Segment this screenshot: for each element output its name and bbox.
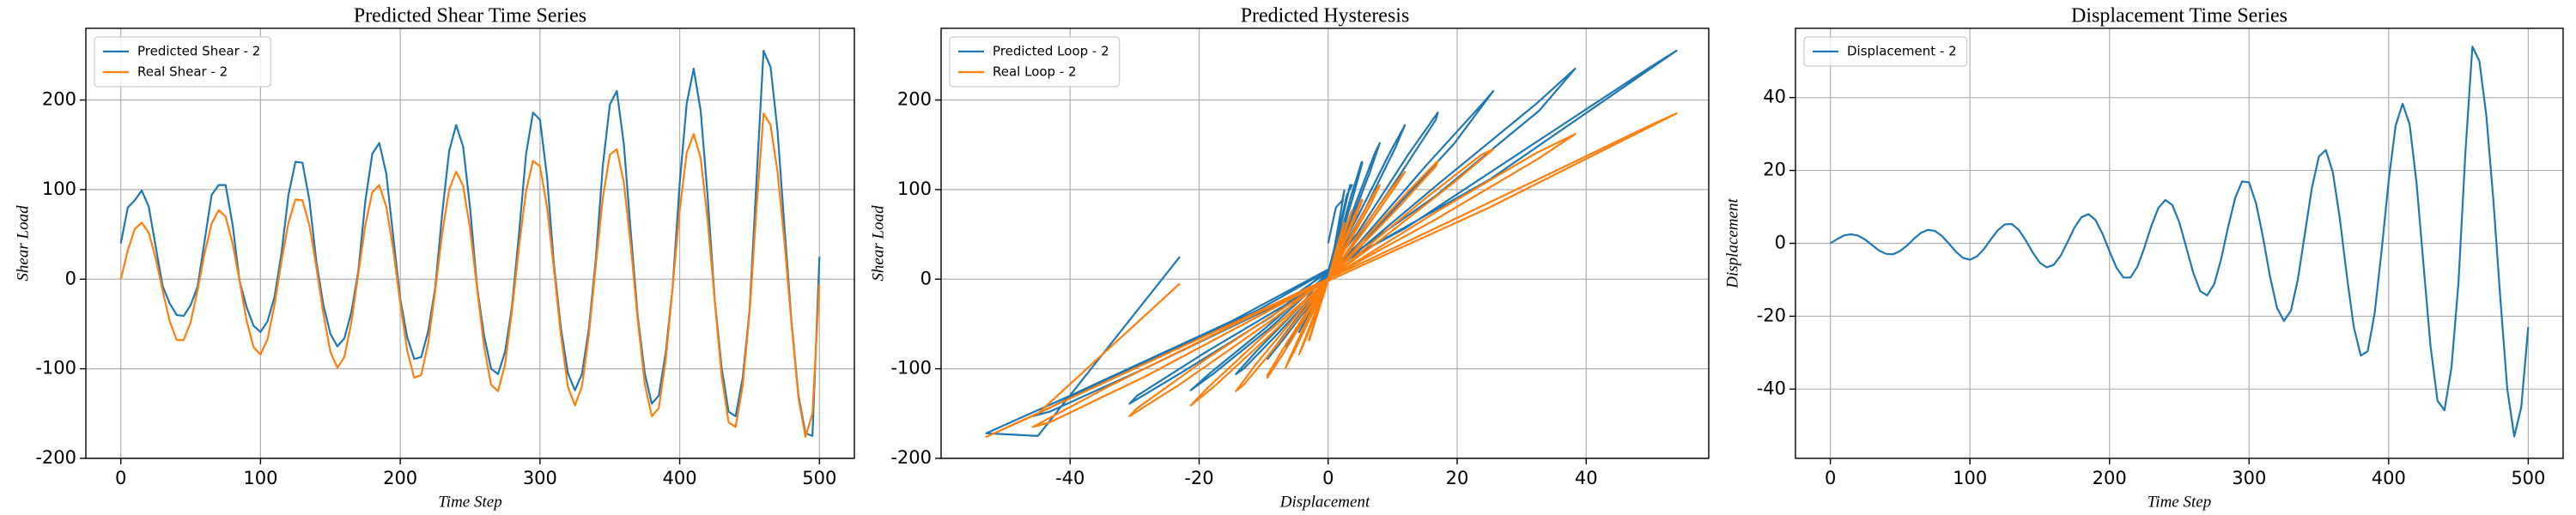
x-tick-label: 200 <box>383 468 417 488</box>
y-axis-label: Shear Load <box>14 205 32 282</box>
legend-label: Displacement - 2 <box>1847 44 1957 59</box>
x-tick-label: 400 <box>2372 468 2406 488</box>
legend: Displacement - 2 <box>1803 36 1968 67</box>
x-axis-label: Displacement <box>1279 493 1370 511</box>
legend-box <box>949 36 1121 88</box>
x-tick-label: 20 <box>1446 468 1469 488</box>
y-tick-label: -40 <box>1757 378 1786 398</box>
chart-title: Predicted Hysteresis <box>1241 5 1410 27</box>
chart-title: Displacement Time Series <box>2071 5 2287 27</box>
x-tick-label: 300 <box>523 468 557 488</box>
axes-frame <box>1795 27 2564 459</box>
plot-area <box>941 28 1709 458</box>
y-tick-label: -100 <box>890 358 932 379</box>
y-axis-label: Displacement <box>1723 198 1741 289</box>
y-tick-label: 100 <box>897 179 932 199</box>
x-tick-label: 40 <box>1575 468 1598 488</box>
y-tick-label: 0 <box>65 268 76 288</box>
x-tick-label: 500 <box>802 468 836 488</box>
x-tick-label: 400 <box>663 468 697 488</box>
x-tick-label: 100 <box>243 468 277 488</box>
x-tick-label: 100 <box>1953 468 1987 488</box>
y-tick-label: 0 <box>920 268 932 288</box>
y-tick-label: 20 <box>1763 160 1786 180</box>
series-line <box>985 112 1678 439</box>
subplot: 0 100 200 300 400 500 -40 -20 0 20 40 Displacement … <box>1723 5 2564 511</box>
y-tick-label: -100 <box>35 358 76 379</box>
x-tick-label: 300 <box>2232 468 2266 488</box>
x-axis-label: Time Step <box>438 493 501 511</box>
legend-label: Real Loop - 2 <box>993 64 1077 80</box>
y-tick-label: -200 <box>890 447 932 468</box>
x-tick-label: 0 <box>1322 468 1334 488</box>
x-tick-label: -20 <box>1184 468 1213 488</box>
y-tick-label: 200 <box>897 89 932 110</box>
y-tick-label: 40 <box>1763 87 1786 107</box>
x-tick-label: 200 <box>2093 468 2127 488</box>
series-line <box>1830 45 2530 438</box>
series-line <box>119 49 821 438</box>
y-tick-label: 0 <box>1775 233 1786 253</box>
x-tick-label: 0 <box>1825 468 1836 488</box>
y-tick-label: 100 <box>42 179 76 199</box>
legend-box <box>1803 36 1968 67</box>
legend: Predicted Shear - 2 Real Shear - 2 <box>94 36 271 88</box>
legend: Predicted Loop - 2 Real Loop - 2 <box>949 36 1121 88</box>
chart-title: Predicted Shear Time Series <box>354 5 586 27</box>
legend-label: Predicted Loop - 2 <box>993 44 1109 59</box>
legend-label: Predicted Shear - 2 <box>137 44 260 59</box>
x-axis-label: Time Step <box>2148 493 2211 511</box>
x-tick-label: 500 <box>2511 468 2545 488</box>
axes-frame <box>940 27 1710 459</box>
series-line <box>119 112 821 439</box>
subplot: 0 100 200 300 400 500 -200 -100 0 100 200 Predicted… <box>14 5 855 511</box>
y-tick-label: 200 <box>42 89 76 110</box>
y-tick-label: -200 <box>35 447 76 468</box>
x-tick-label: 0 <box>115 468 126 488</box>
legend-box <box>94 36 271 88</box>
x-tick-label: -40 <box>1055 468 1084 488</box>
axes-frame <box>85 27 855 459</box>
legend-label: Real Shear - 2 <box>137 64 228 80</box>
y-tick-label: -20 <box>1757 305 1786 325</box>
y-axis-label: Shear Load <box>869 205 887 282</box>
